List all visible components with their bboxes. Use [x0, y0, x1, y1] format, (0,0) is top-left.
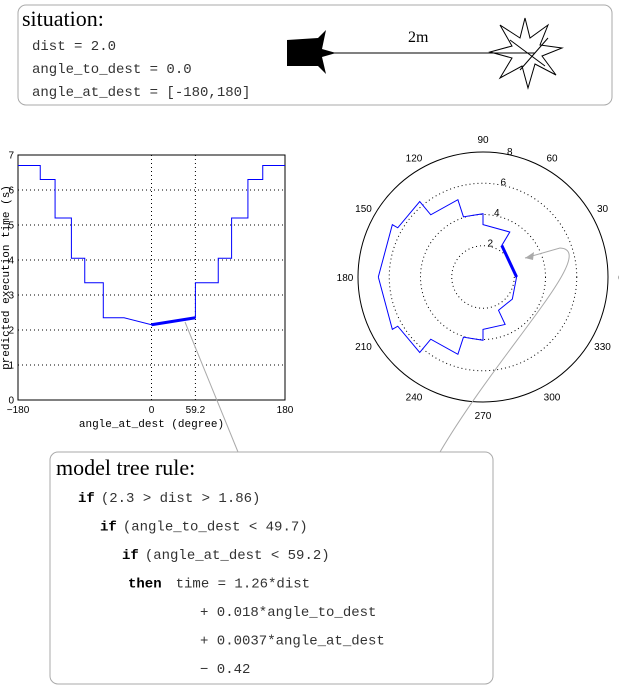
robot-icon: [287, 30, 336, 74]
data-line: [18, 165, 285, 326]
theta-tick-label: 180: [337, 273, 354, 284]
rule-text: + 0.0037*angle_at_dest: [200, 634, 385, 650]
rule-keyword: then: [128, 577, 162, 593]
theta-tick-label: 90: [477, 135, 489, 146]
situation-box: [17, 4, 613, 106]
rule-lines: if (2.3 > dist > 1.86) if (angle_to_dest < …: [78, 491, 385, 678]
polar-frame: [357, 151, 609, 403]
theta-tick-label: 210: [355, 342, 372, 353]
x-axis-label: angle_at_dest (degree): [79, 419, 224, 431]
y-tick-label: 7: [8, 151, 14, 162]
r-tick-label: 4: [494, 208, 500, 219]
theta-tick-label: 240: [406, 393, 423, 404]
y-tick-label: 5: [8, 221, 14, 232]
y-tick-label: 0: [8, 396, 14, 407]
situation-line: dist = 2.0: [32, 39, 116, 55]
polar-line: [500, 244, 518, 278]
theta-tick-label: 300: [544, 393, 561, 404]
rule-text: (angle_to_dest < 49.7): [123, 520, 308, 536]
annotation-line: [439, 247, 570, 453]
x-tick-label: 59.2: [186, 405, 206, 416]
y-axis-label: predicted execution time (s): [1, 185, 13, 370]
x-tick-label: 180: [277, 405, 294, 416]
rule-line: if (angle_to_dest < 49.7): [100, 520, 308, 536]
grid-ring: [420, 214, 546, 340]
rule-title: model tree rule:: [56, 455, 195, 480]
rule-line: − 0.42: [200, 662, 250, 678]
grid-ring: [388, 182, 578, 372]
x-tick-label: −180: [7, 405, 30, 416]
polar-background: [358, 152, 608, 402]
rule-line: if (2.3 > dist > 1.86): [78, 491, 260, 507]
r-tick-label: 6: [501, 177, 507, 188]
rule-line: then time = 1.26*dist: [128, 577, 310, 593]
y-tick-label: 3: [8, 291, 14, 302]
rule-keyword: if: [122, 548, 139, 564]
theta-tick-label: 270: [475, 411, 492, 422]
grid-ring: [451, 245, 515, 309]
y-tick-label: 2: [8, 326, 14, 337]
rule-box: [49, 451, 494, 685]
y-tick-label: 6: [8, 186, 14, 197]
annotation-arrow: [525, 252, 534, 260]
theta-tick-label: 30: [597, 204, 609, 215]
data-line: [151, 316, 196, 327]
rule-line: if (angle_at_dest < 59.2): [122, 548, 330, 564]
polar-line: [377, 198, 518, 356]
rule-keyword: if: [100, 520, 117, 536]
rule-text: (angle_at_dest < 59.2): [145, 548, 330, 564]
destination-icon: [488, 17, 564, 90]
theta-tick-label: 330: [594, 342, 611, 353]
rule-line: + 0.018*angle_to_dest: [200, 605, 376, 621]
plot-frame: [17, 154, 286, 401]
r-tick-label: 2: [488, 239, 494, 250]
theta-tick-label: 120: [406, 153, 423, 164]
rule-text: − 0.42: [200, 662, 250, 678]
y-tick-label: 4: [8, 256, 14, 267]
r-tick-label: 8: [507, 147, 513, 158]
rule-line: + 0.0037*angle_at_dest: [200, 634, 385, 650]
rule-text: + 0.018*angle_to_dest: [200, 605, 376, 621]
situation-line: angle_to_dest = 0.0: [32, 62, 192, 78]
theta-tick-label: 60: [546, 153, 558, 164]
theta-tick-label: 150: [355, 204, 372, 215]
situation-line: angle_at_dest = [-180,180]: [32, 85, 250, 101]
x-tick-label: 0: [149, 405, 155, 416]
distance-label: 2m: [408, 29, 429, 46]
rule-text: time = 1.26*dist: [176, 577, 310, 593]
rule-keyword: if: [78, 491, 95, 507]
y-tick-label: 1: [8, 361, 14, 372]
situation-title: situation:: [22, 6, 104, 31]
rule-text: (2.3 > dist > 1.86): [101, 491, 261, 507]
annotation-line: [184, 321, 239, 453]
